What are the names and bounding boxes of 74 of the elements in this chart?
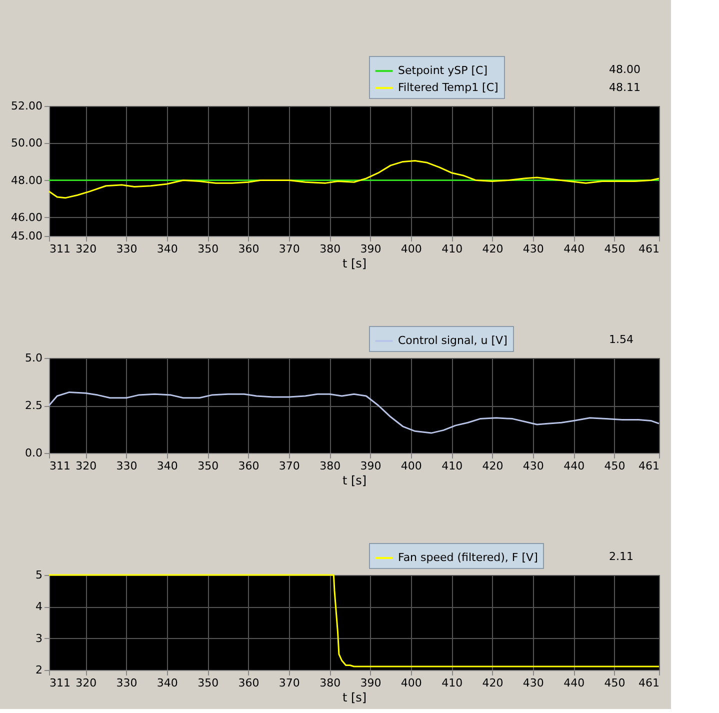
x-tick-label: 400 [400,460,422,472]
x-tick-label: 311 [50,242,70,256]
x-tick-label: 330 [116,242,138,256]
x-tick-label: 360 [238,676,260,690]
x-tick-label: 340 [156,242,178,256]
text: 48.11 [609,81,640,94]
x-tick-label: 380 [320,242,341,256]
x-tick-label: 420 [482,242,504,256]
y-tick-label: 3 [36,632,42,645]
x-tick-label: 420 [482,460,504,472]
x-axis-title: t [s] [342,690,367,704]
x-tick-label: 430 [522,460,544,472]
x-tick-label: 370 [278,460,300,472]
x-tick-label: 340 [156,676,178,690]
x-tick-label: 390 [360,676,382,690]
x-tick-label: 311 [50,460,70,472]
x-tick-label: 420 [482,676,504,690]
x-tick-label: 370 [278,242,300,256]
x-tick-label: 360 [238,460,260,472]
x-tick-label: 350 [198,676,219,690]
x-tick-label: 461 [638,460,660,472]
x-tick-label: 340 [156,460,178,472]
legend-label: Control signal, u [V] [398,334,508,347]
x-tick-label: 430 [522,242,544,256]
x-tick-label: 311 [50,676,70,690]
x-tick-label: 370 [278,676,300,690]
x-tick-label: 440 [564,460,585,472]
x-tick-label: 450 [604,676,626,690]
text: 48.00 [609,63,640,76]
y-tick-label: 2 [36,664,42,676]
y-tick-label: 4 [36,600,42,614]
x-tick-label: 350 [198,242,219,256]
x-tick-label: 410 [442,242,463,256]
text: 2.11 [609,550,634,563]
x-tick-label: 390 [360,242,382,256]
x-tick-label: 450 [604,242,626,256]
x-tick-label: 380 [320,460,341,472]
legend-label: Setpoint ySP [C] [398,64,488,77]
x-tick-label: 410 [442,460,463,472]
line-series [48,574,660,668]
x-tick-label: 400 [400,676,422,690]
y-tick-label: 48.00 [11,174,42,187]
y-tick-label: 50.00 [11,136,42,150]
x-tick-label: 380 [320,676,341,690]
y-tick-label: 2.5 [25,399,42,412]
x-tick-label: 360 [238,242,260,256]
y-tick-label: 5 [36,568,42,582]
x-tick-label: 320 [76,460,97,472]
x-tick-label: 461 [638,676,660,690]
x-tick-label: 330 [116,676,138,690]
x-tick-label: 440 [564,242,585,256]
text: 1.54 [609,333,634,346]
x-tick-label: 350 [198,460,219,472]
x-tick-label: 330 [116,460,138,472]
line-series [48,391,660,434]
y-tick-label: 52.00 [11,100,42,112]
legend-label: Filtered Temp1 [C] [398,81,498,94]
x-axis-title: t [s] [342,256,367,270]
x-tick-label: 320 [76,676,97,690]
x-tick-label: 450 [604,460,626,472]
y-tick-label: 0.0 [25,446,42,460]
x-tick-label: 390 [360,460,382,472]
x-tick-label: 400 [400,242,422,256]
y-tick-label: 46.00 [11,210,42,224]
x-axis-title: t [s] [342,474,367,488]
x-tick-label: 320 [76,242,97,256]
y-tick-label: 45.00 [11,230,42,242]
y-tick-label: 5.0 [25,352,42,364]
legend-label: Fan speed (filtered), F [V] [398,551,538,564]
x-tick-label: 440 [564,676,585,690]
x-tick-label: 410 [442,676,463,690]
x-tick-label: 461 [638,242,660,256]
x-tick-label: 430 [522,676,544,690]
line-series [48,160,660,199]
